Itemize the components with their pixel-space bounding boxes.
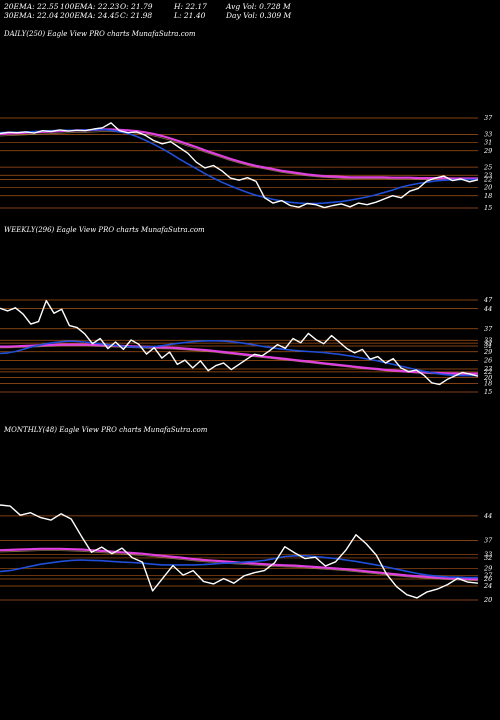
daily-tick-label-29: 29 bbox=[483, 147, 492, 155]
monthly-tick-label-20: 20 bbox=[483, 596, 492, 604]
monthly-ema-fast-line bbox=[0, 555, 478, 579]
day-volume-readout: Day Vol: 0.309 M bbox=[226, 11, 292, 20]
weekly-tick-label-32: 32 bbox=[484, 339, 492, 347]
open-readout: O: 21.79 bbox=[120, 2, 153, 11]
daily-tick-label-37: 37 bbox=[484, 114, 493, 122]
weekly-tick-label-31: 31 bbox=[484, 342, 492, 350]
weekly-tick-label-33: 33 bbox=[484, 336, 492, 344]
daily-chart-title: DAILY(250) Eagle View PRO charts MunafaS… bbox=[4, 30, 196, 38]
weekly-tick-label-37: 37 bbox=[484, 325, 493, 333]
weekly-tick-label-15: 15 bbox=[484, 388, 492, 396]
daily-ema-slow-line bbox=[0, 128, 478, 180]
monthly-tick-label-26: 26 bbox=[483, 575, 492, 583]
high-readout: H: 22.17 bbox=[174, 2, 207, 11]
weekly-ema-slow-line bbox=[0, 343, 478, 375]
daily-tick-label-18: 18 bbox=[484, 192, 492, 200]
monthly-ema-mid-line bbox=[0, 550, 479, 582]
weekly-tick-label-47: 47 bbox=[483, 296, 493, 304]
monthly-tick-label-32: 32 bbox=[484, 554, 492, 562]
ema20-readout: 20EMA: 22.55 bbox=[4, 2, 59, 11]
monthly-tick-label-27: 27 bbox=[483, 572, 493, 580]
monthly-price-line bbox=[0, 504, 479, 599]
weekly-tick-label-44: 44 bbox=[483, 305, 492, 313]
weekly-tick-label-23: 23 bbox=[483, 365, 492, 373]
daily-tick-label-31: 31 bbox=[484, 139, 492, 147]
daily-ema-mid-line bbox=[0, 131, 478, 181]
weekly-tick-label-26: 26 bbox=[483, 357, 492, 365]
weekly-price-line bbox=[0, 299, 479, 386]
avg-volume-readout: Avg Vol: 0.728 M bbox=[226, 2, 291, 11]
daily-tick-label-23: 23 bbox=[483, 171, 492, 179]
monthly-tick-label-29: 29 bbox=[483, 565, 492, 573]
monthly-tick-label-37: 37 bbox=[484, 537, 493, 545]
daily-tick-label-33: 33 bbox=[484, 131, 492, 139]
daily-tick-label-15: 15 bbox=[484, 204, 492, 212]
daily-ema-fast-line bbox=[0, 128, 478, 205]
daily-tick-label-25: 25 bbox=[483, 163, 492, 171]
weekly-tick-label-29: 29 bbox=[483, 348, 492, 356]
close-readout: C: 21.98 bbox=[120, 11, 153, 20]
monthly-chart-title: MONTHLY(48) Eagle View PRO charts Munafa… bbox=[4, 426, 208, 434]
monthly-tick-label-33: 33 bbox=[484, 551, 492, 559]
ema100-readout: 100EMA: 22.23 bbox=[60, 2, 120, 11]
monthly-tick-label-24: 24 bbox=[483, 582, 492, 590]
ema200-readout: 200EMA: 24.45 bbox=[60, 11, 120, 20]
low-readout: L: 21.40 bbox=[174, 11, 206, 20]
weekly-tick-label-20: 20 bbox=[483, 374, 492, 382]
daily-price-line bbox=[0, 122, 479, 209]
daily-tick-label-20: 20 bbox=[483, 184, 492, 192]
weekly-tick-label-18: 18 bbox=[484, 380, 492, 388]
weekly-chart-title: WEEKLY(296) Eagle View PRO charts Munafa… bbox=[4, 226, 205, 234]
ema30-readout: 30EMA: 22.04 bbox=[4, 11, 59, 20]
monthly-tick-label-44: 44 bbox=[483, 512, 492, 520]
daily-tick-label-22: 22 bbox=[483, 176, 492, 184]
weekly-tick-label-22: 22 bbox=[483, 368, 492, 376]
